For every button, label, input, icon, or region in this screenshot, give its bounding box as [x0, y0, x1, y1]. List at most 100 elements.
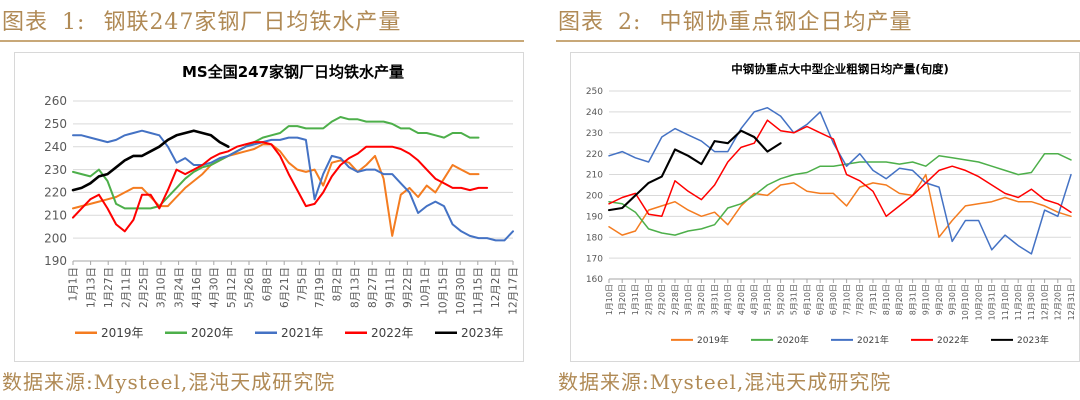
series-line — [607, 129, 782, 212]
left-heading: 图表 1: 钢联247家钢厂日均铁水产量 — [2, 4, 401, 36]
x-tick-label: 9月20日 — [935, 284, 944, 315]
x-tick-label: 9月30日 — [948, 284, 957, 315]
x-tick-label: 5月20日 — [776, 284, 785, 315]
x-tick-label: 3月10日 — [156, 267, 168, 308]
y-tick-label: 240 — [586, 108, 603, 118]
x-tick-label: 1月1日 — [68, 267, 80, 301]
y-tick-label: 190 — [44, 254, 67, 268]
right-heading-prefix: 图表 — [558, 10, 605, 35]
x-tick-label: 3月10日 — [684, 284, 693, 315]
x-tick-label: 2月25日 — [138, 267, 150, 308]
x-tick-label: 1月20日 — [618, 284, 627, 315]
left-heading-number: 1: — [62, 10, 86, 35]
y-tick-label: 170 — [586, 254, 603, 264]
right-heading-text: 中钢协重点钢企日均产量 — [659, 10, 913, 35]
x-tick-label: 12月17日 — [508, 267, 520, 315]
x-tick-label: 8月10日 — [882, 284, 891, 315]
series-line — [71, 129, 230, 192]
x-tick-label: 1月13日 — [85, 267, 97, 308]
x-tick-label: 8月20日 — [895, 284, 904, 315]
right-chart: 中钢协重点大中型企业粗钢日均产量(旬度) 160 170 180 190 200 210 22… — [586, 62, 1076, 346]
left-panel: 图表 1: 钢联247家钢厂日均铁水产量 MS全国247家钢厂日均铁水产量 190… — [0, 0, 524, 400]
x-tick-label: 6月10日 — [803, 284, 812, 315]
x-tick-label: 12月2日 — [490, 267, 502, 308]
x-tick-label: 8月13日 — [349, 267, 361, 308]
x-tick-label: 3月31日 — [710, 284, 719, 315]
left-chart-frame: MS全国247家钢厂日均铁水产量 190 200 210 220 230 240 250 260… — [14, 52, 524, 362]
x-tick-label: 6月30日 — [829, 284, 838, 315]
right-heading-rule — [556, 40, 1080, 42]
legend-label: 2021年 — [281, 326, 324, 340]
x-tick-label: 10月15日 — [437, 267, 449, 315]
left-heading-text: 钢联247家钢厂日均铁水产量 — [103, 10, 402, 35]
left-heading-rule — [0, 40, 524, 42]
y-tick-label: 180 — [586, 233, 603, 243]
x-tick-label: 7月31日 — [869, 284, 878, 315]
legend-label: 2022年 — [371, 326, 414, 340]
x-tick-label: 3月24日 — [173, 267, 185, 308]
x-tick-label: 10月10日 — [961, 284, 970, 320]
series-line — [72, 116, 480, 210]
y-tick-label: 250 — [44, 117, 67, 131]
y-tick-label: 240 — [44, 140, 67, 154]
x-tick-label: 4月30日 — [750, 284, 759, 315]
x-tick-label: 2月10日 — [644, 284, 653, 315]
x-tick-label: 12月31日 — [1067, 284, 1076, 320]
chart-title: 中钢协重点大中型企业粗钢日均产量(旬度) — [731, 62, 949, 76]
left-chart: MS全国247家钢厂日均铁水产量 190 200 210 220 230 240 250 260… — [44, 63, 520, 340]
left-source: 数据来源:Mysteel,混沌天成研究院 — [2, 370, 336, 394]
x-tick-label: 5月10日 — [763, 284, 772, 315]
y-tick-label: 200 — [44, 231, 67, 245]
x-tick-label: 9月11日 — [384, 267, 396, 308]
y-tick-label: 210 — [44, 208, 67, 222]
x-tick-label: 6月21日 — [279, 267, 291, 308]
series-line — [72, 143, 480, 237]
legend-label: 2019年 — [697, 334, 729, 346]
x-tick-label: 8月2日 — [332, 267, 344, 301]
x-tick-label: 7月20日 — [856, 284, 865, 315]
x-tick-label: 6月20日 — [816, 284, 825, 315]
x-tick-label: 10月31日 — [988, 284, 997, 320]
x-tick-label: 12月20日 — [1054, 284, 1063, 320]
x-tick-label: 7月5日 — [296, 267, 308, 301]
x-tick-label: 9月10日 — [922, 284, 931, 315]
y-tick-label: 200 — [586, 192, 603, 202]
x-tick-label: 5月12日 — [226, 267, 238, 308]
x-tick-label: 4月10日 — [724, 284, 733, 315]
x-tick-label: 1月10日 — [605, 284, 614, 315]
right-panel: 图表 2: 中钢协重点钢企日均产量 中钢协重点大中型企业粗钢日均产量(旬度) 16… — [556, 0, 1080, 400]
x-tick-label: 11月15日 — [472, 267, 484, 315]
x-tick-label: 1月27日 — [103, 267, 115, 308]
y-tick-label: 210 — [586, 171, 603, 181]
x-tick-label: 8月31日 — [908, 284, 917, 315]
series-line — [72, 129, 514, 242]
series-line — [72, 141, 489, 233]
legend-label: 2023年 — [1017, 334, 1049, 346]
x-tick-label: 10月1日 — [420, 267, 432, 308]
y-tick-label: 230 — [44, 163, 67, 177]
left-heading-prefix: 图表 — [2, 10, 49, 35]
right-chart-frame: 中钢协重点大中型企业粗钢日均产量(旬度) 160 170 180 190 200 210 22… — [570, 52, 1080, 362]
x-tick-label: 10月20日 — [974, 284, 983, 320]
chart-title: MS全国247家钢厂日均铁水产量 — [182, 63, 404, 81]
right-source: 数据来源:Mysteel,混沌天成研究院 — [558, 370, 892, 394]
y-tick-label: 220 — [586, 150, 603, 160]
x-tick-label: 12月10日 — [1040, 284, 1049, 320]
series-line — [608, 106, 1072, 255]
x-tick-label: 1月31日 — [631, 284, 640, 315]
x-tick-label: 2月20日 — [658, 284, 667, 315]
x-tick-label: 4月16日 — [191, 267, 203, 308]
series-line — [608, 173, 1072, 238]
legend-label: 2020年 — [777, 334, 809, 346]
right-heading-number: 2: — [618, 10, 642, 35]
x-tick-label: 6月8日 — [261, 267, 273, 301]
y-tick-label: 220 — [44, 186, 67, 200]
x-tick-label: 5月26日 — [244, 267, 256, 308]
x-tick-label: 9月22日 — [402, 267, 414, 308]
y-tick-label: 230 — [586, 129, 603, 139]
y-tick-label: 260 — [44, 94, 67, 108]
x-tick-label: 11月30日 — [1027, 284, 1036, 320]
y-tick-label: 250 — [586, 87, 603, 97]
legend-label: 2022年 — [937, 334, 969, 346]
right-heading: 图表 2: 中钢协重点钢企日均产量 — [558, 4, 912, 36]
